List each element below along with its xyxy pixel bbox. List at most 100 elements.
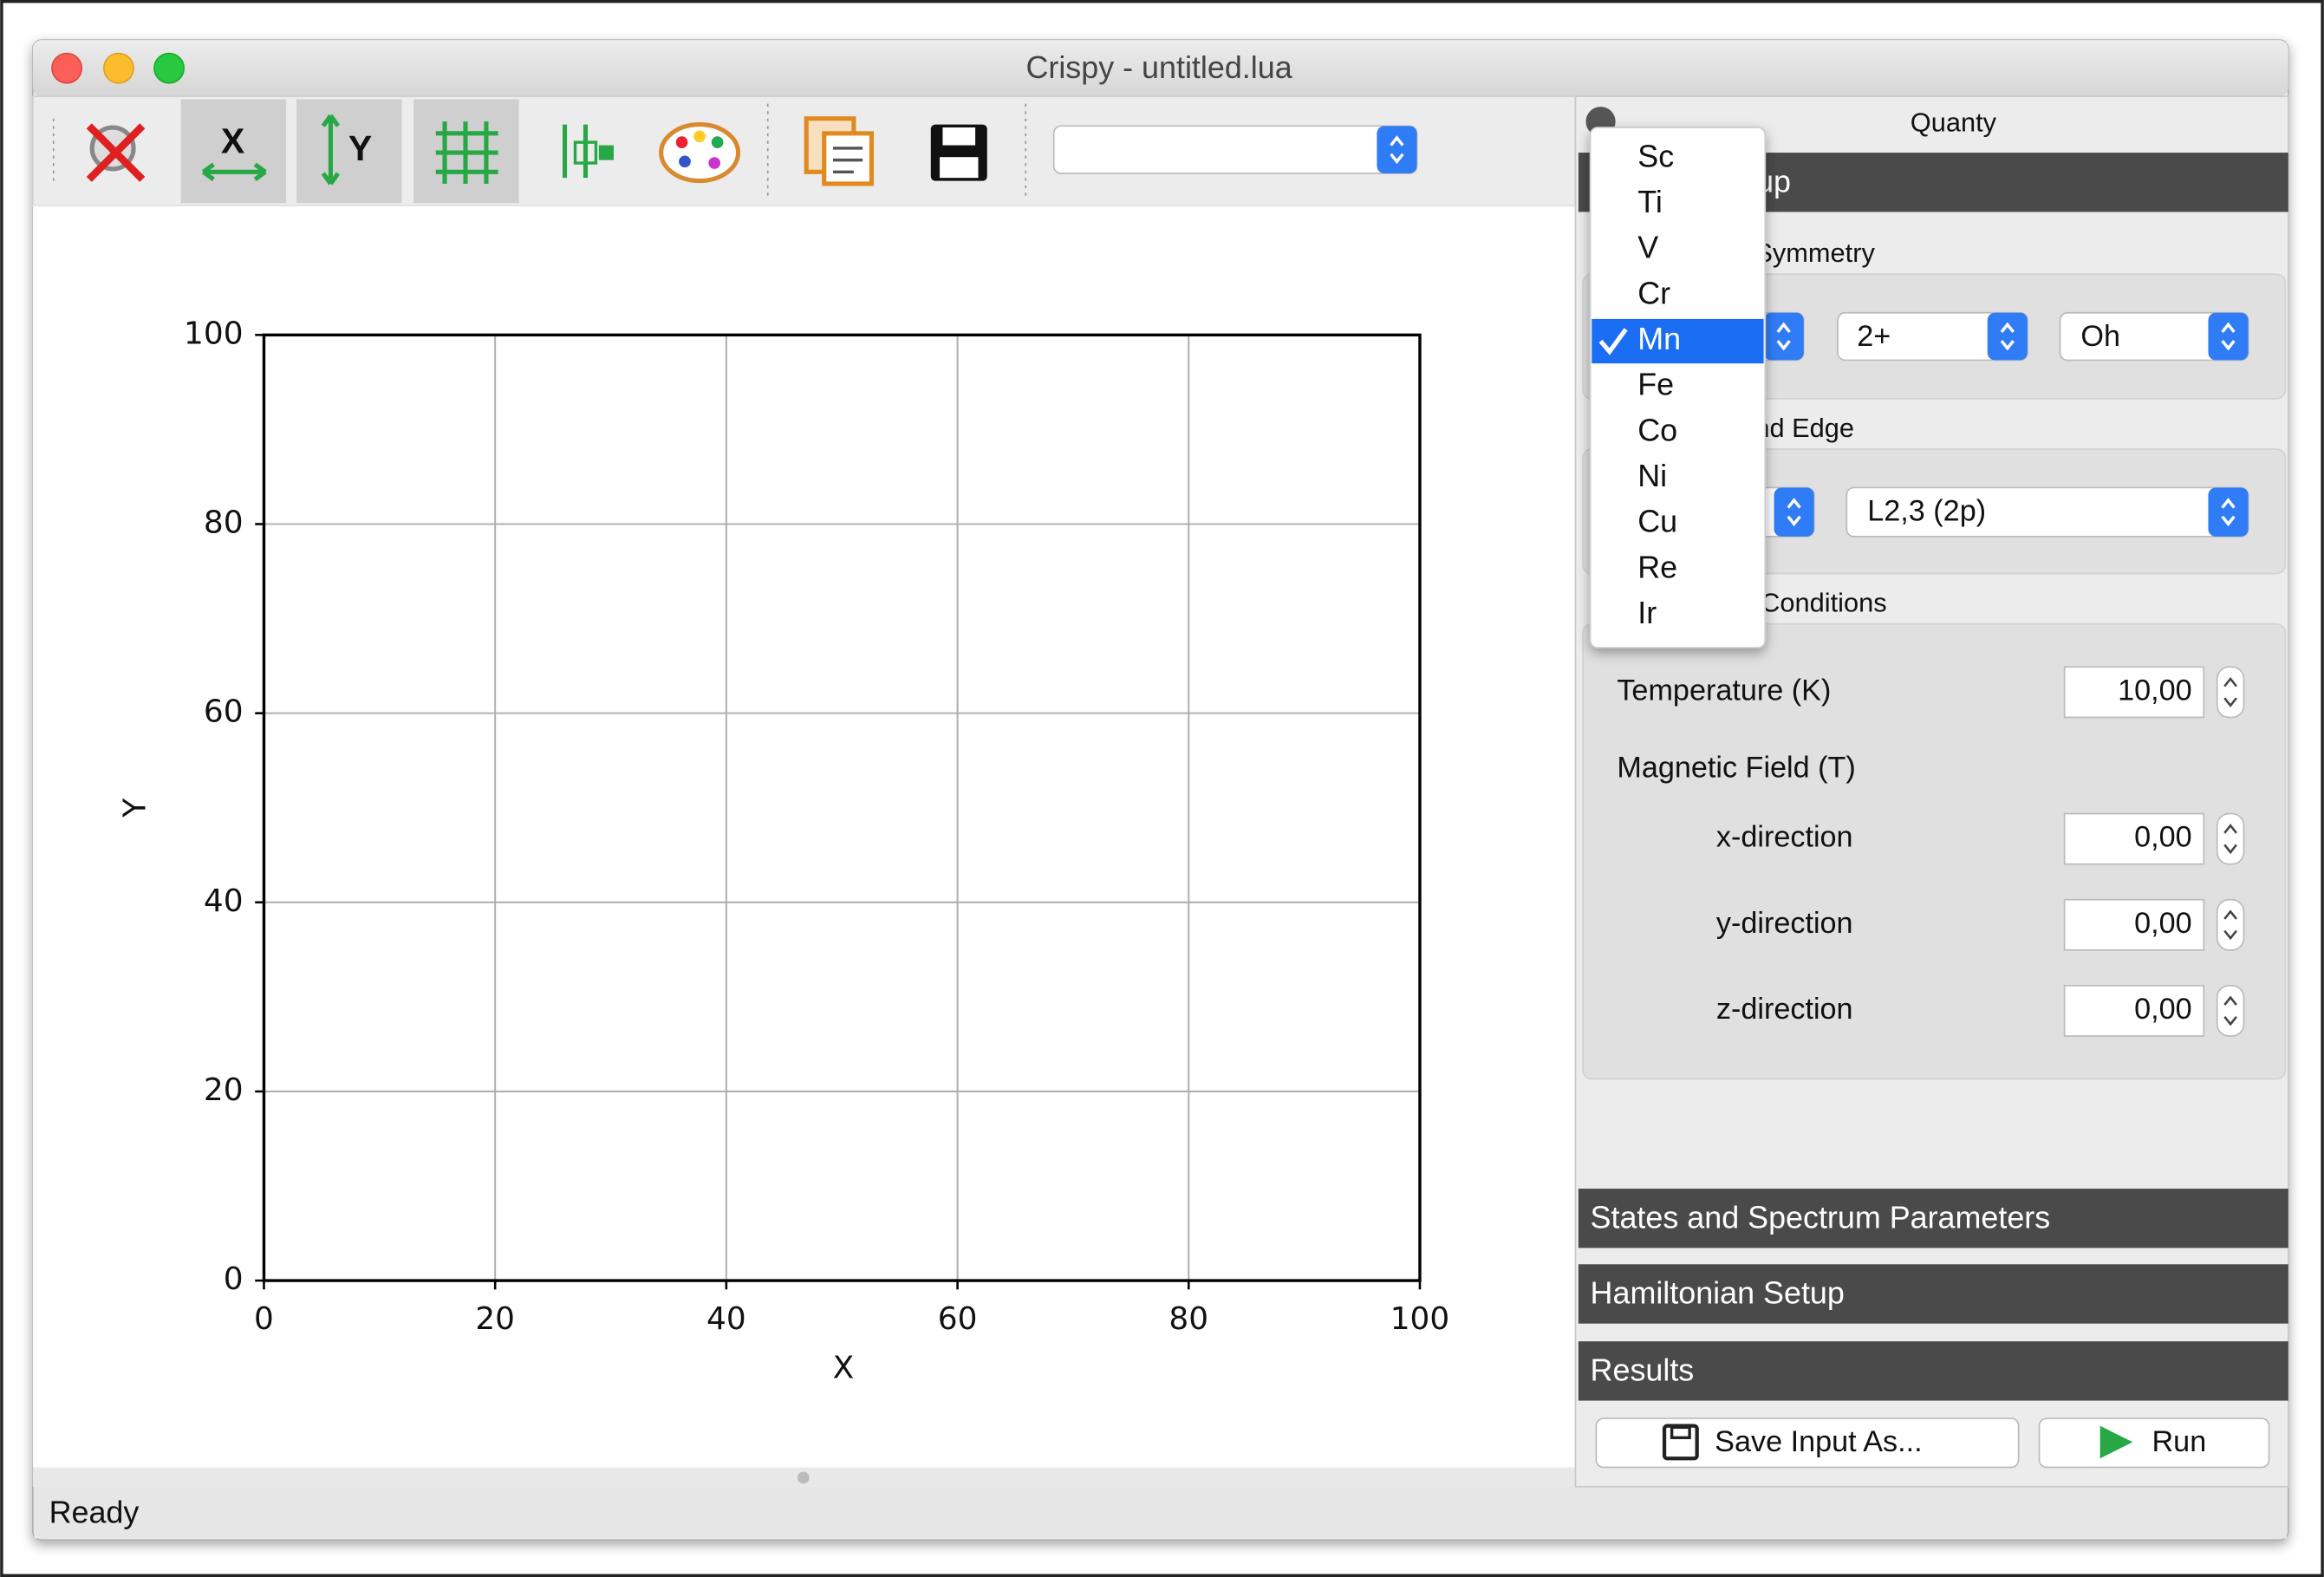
x-tick-label: 100 — [1390, 1301, 1450, 1337]
spin-box[interactable] — [2063, 898, 2205, 951]
title-bar — [32, 40, 2288, 97]
save-icon[interactable] — [930, 124, 987, 181]
save-icon — [1662, 1424, 1699, 1461]
y-tick-label: 20 — [204, 1072, 244, 1108]
x-tick-label: 40 — [706, 1301, 746, 1337]
group-box — [1582, 622, 2287, 1080]
field-label: Temperature (K) — [1617, 674, 1831, 707]
combo-arrow — [1774, 487, 1814, 537]
plot-frame — [262, 333, 1422, 1282]
popup-item[interactable]: Ti — [1637, 185, 1663, 219]
section-title: Hamiltonian Setup — [1591, 1276, 1845, 1311]
symmetry-value: Oh — [2080, 320, 2120, 353]
x-tick-label: 20 — [475, 1301, 515, 1337]
x-log-icon[interactable]: X — [201, 121, 267, 181]
spin-box[interactable] — [2063, 985, 2205, 1037]
section-title: States and Spectrum Parameters — [1591, 1200, 2051, 1235]
combo-arrow — [1763, 312, 1804, 361]
x-tick-label: 60 — [938, 1301, 978, 1337]
combo-arrow — [2208, 487, 2249, 537]
combo-chevrons — [1390, 135, 1404, 165]
popup-item[interactable]: Ir — [1637, 596, 1657, 630]
popup-item[interactable]: Ni — [1637, 459, 1667, 493]
section-title: Results — [1591, 1353, 1695, 1388]
field-label: z-direction — [1716, 993, 1853, 1026]
reset-icon[interactable] — [86, 123, 146, 182]
y-tick-label: 40 — [204, 883, 244, 919]
combo-chevrons — [1776, 322, 1791, 351]
combo-chevrons — [1787, 498, 1801, 527]
combo-arrow — [1987, 312, 2028, 361]
popup-item[interactable]: Re — [1637, 550, 1677, 584]
save-input-button[interactable] — [1595, 1417, 2020, 1469]
popup-item[interactable]: Mn — [1637, 322, 1681, 356]
run-icon — [2099, 1425, 2133, 1459]
spin-box[interactable] — [2063, 666, 2205, 719]
section-header[interactable] — [1578, 1189, 2288, 1248]
spin-value: 10,00 — [2118, 674, 2192, 707]
y-tick-label: 80 — [204, 505, 244, 541]
spin-chevrons — [2223, 995, 2237, 1026]
field-label: Magnetic Field (T) — [1617, 751, 1855, 784]
y-tick-label: 60 — [204, 694, 244, 730]
spin-chevrons — [2223, 676, 2237, 707]
spin-chevrons — [2223, 824, 2237, 855]
window-title: Crispy - untitled.lua — [1025, 50, 1292, 85]
toggle-bg — [296, 99, 402, 204]
popup-item[interactable]: Sc — [1637, 139, 1674, 173]
section-header[interactable] — [1578, 1264, 2288, 1324]
status-bar — [34, 1486, 2288, 1539]
splitter-handle — [797, 1471, 810, 1484]
spin-arrows[interactable] — [2216, 666, 2245, 719]
check-mark — [1598, 328, 1628, 355]
zoom-button[interactable] — [153, 52, 186, 84]
svg-text:Y: Y — [348, 128, 372, 168]
run-button[interactable] — [2038, 1417, 2270, 1469]
toggle-bg — [180, 99, 287, 204]
x-tick-label: 0 — [254, 1301, 274, 1337]
spin-chevrons — [2223, 909, 2237, 941]
popup-item[interactable]: V — [1637, 231, 1658, 265]
combo-chevrons — [2221, 498, 2236, 527]
grid-icon[interactable] — [435, 121, 498, 184]
spin-value: 0,00 — [2134, 993, 2192, 1026]
element-popup — [1589, 127, 1767, 648]
y-tick-label: 100 — [184, 316, 244, 351]
popup-item[interactable]: Cu — [1637, 505, 1677, 539]
spin-box[interactable] — [2063, 812, 2205, 865]
minimize-button[interactable] — [103, 52, 134, 84]
copy-icon[interactable] — [804, 116, 874, 186]
button-label: Run — [2152, 1425, 2207, 1458]
charge-value: 2+ — [1857, 320, 1891, 353]
selected-item-bg — [1592, 318, 1764, 364]
section-header[interactable] — [1578, 1341, 2288, 1401]
combo-chevrons — [2000, 322, 2015, 351]
palette-icon[interactable] — [659, 122, 741, 184]
close-button[interactable] — [51, 52, 83, 84]
svg-text:X: X — [221, 121, 244, 161]
dock-title: Quanty — [1911, 108, 1997, 138]
curve-style-icon[interactable] — [562, 124, 614, 179]
plot-combo[interactable] — [1052, 125, 1418, 174]
plot-canvas — [32, 205, 1576, 1468]
spin-arrows[interactable] — [2216, 812, 2245, 865]
spin-value: 0,00 — [2134, 821, 2192, 854]
popup-item[interactable]: Cr — [1637, 276, 1670, 310]
spin-value: 0,00 — [2134, 907, 2192, 940]
button-label: Save Input As... — [1715, 1425, 1922, 1458]
popup-item[interactable]: Fe — [1637, 368, 1674, 402]
x-tick-label: 80 — [1169, 1301, 1208, 1337]
conditions: Temperature (K) 10,00 x-direction 0,00 y-dir… — [1617, 666, 2245, 1037]
popup-item[interactable]: Co — [1637, 413, 1677, 447]
y-log-icon[interactable]: Y — [321, 114, 372, 186]
field-label: y-direction — [1716, 907, 1853, 940]
y-tick-label: 0 — [224, 1261, 244, 1297]
plot: 0 20 40 60 80 100 0 20 40 60 80 100 — [184, 316, 1449, 1337]
spin-arrows[interactable] — [2216, 898, 2245, 951]
edge-value: L2,3 (2p) — [1867, 495, 1986, 528]
spin-arrows[interactable] — [2216, 985, 2245, 1037]
y-axis-label: Y — [117, 798, 153, 818]
status-text: Ready — [49, 1496, 140, 1530]
